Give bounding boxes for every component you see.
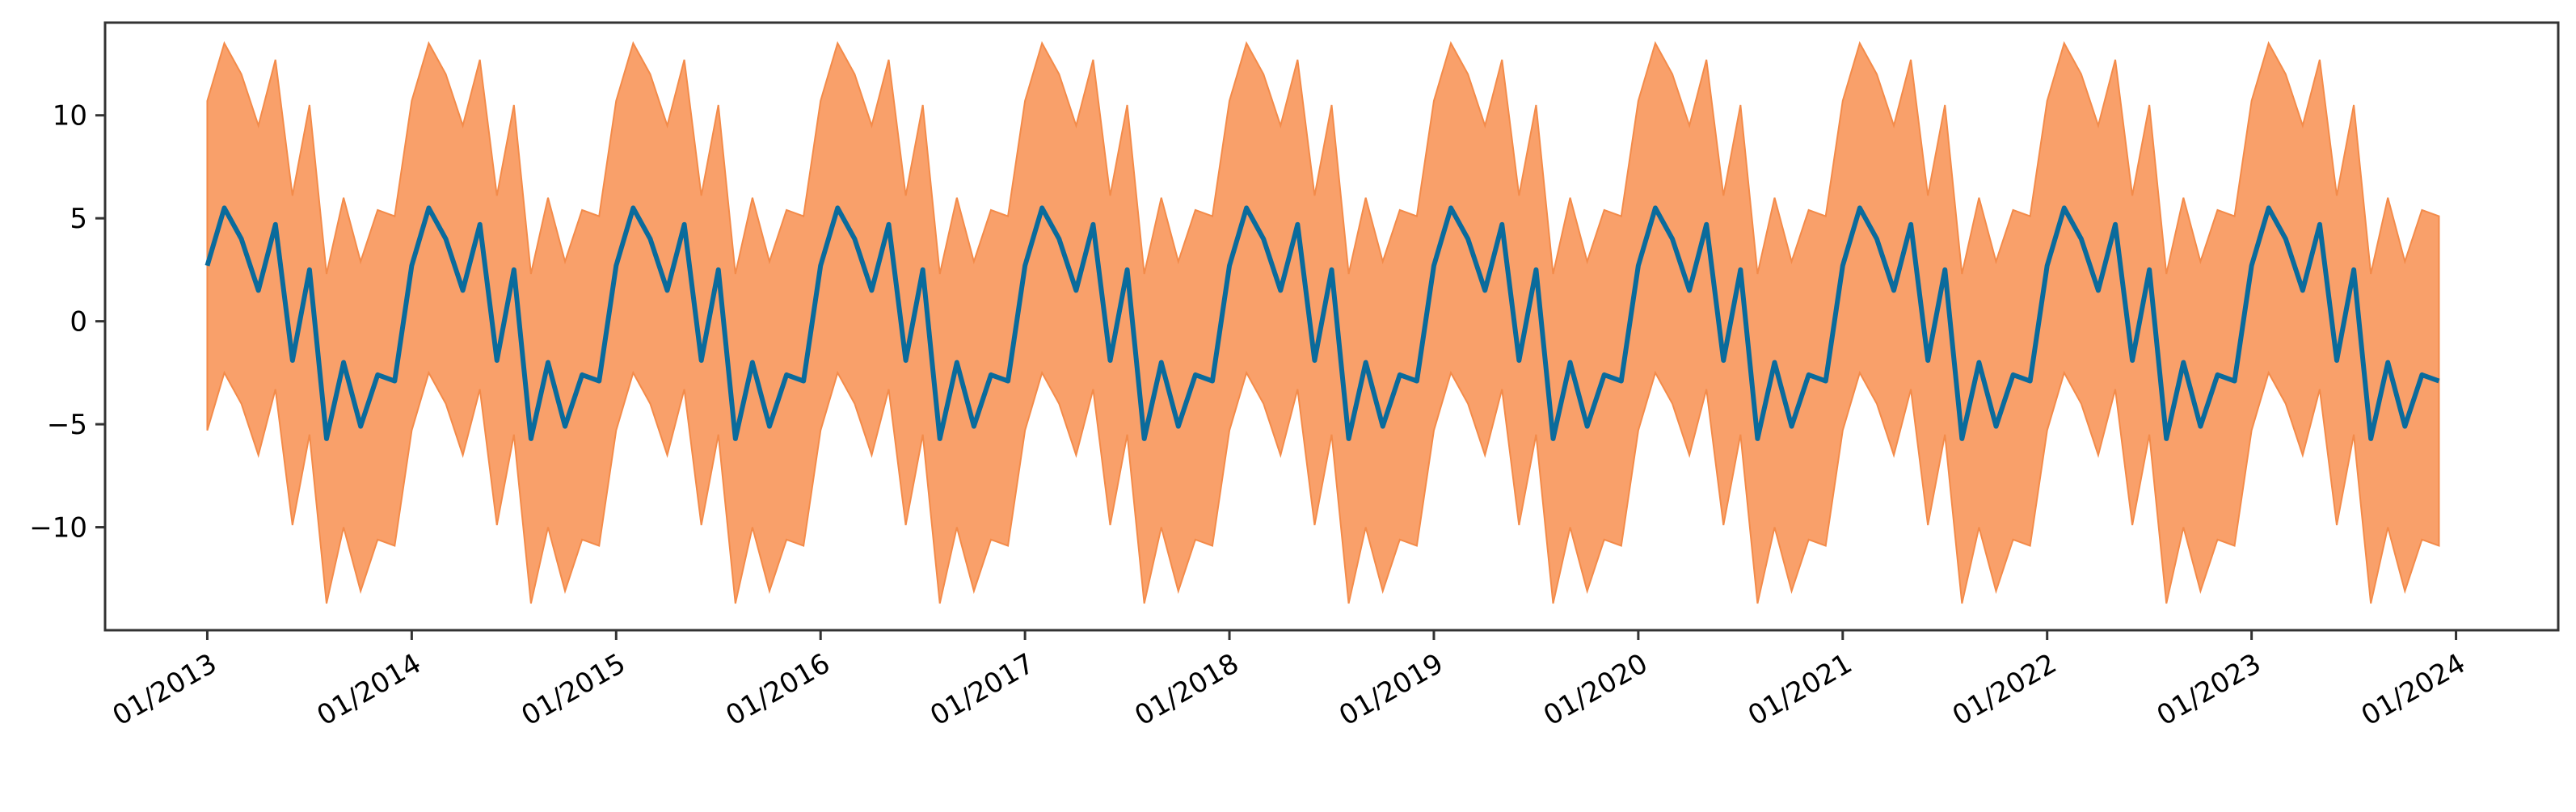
y-tick-label: 10 xyxy=(53,100,87,133)
plot-frame xyxy=(103,21,2560,632)
y-axis: 10 5 0 −5 −10 xyxy=(29,100,105,545)
series-line xyxy=(204,205,2440,441)
y-tick-label: 0 xyxy=(70,306,87,339)
series-line-layer xyxy=(204,205,2440,441)
y-tick-label: −5 xyxy=(47,409,87,441)
y-tick-label: 5 xyxy=(70,203,87,235)
y-tick-label: −10 xyxy=(29,512,87,545)
